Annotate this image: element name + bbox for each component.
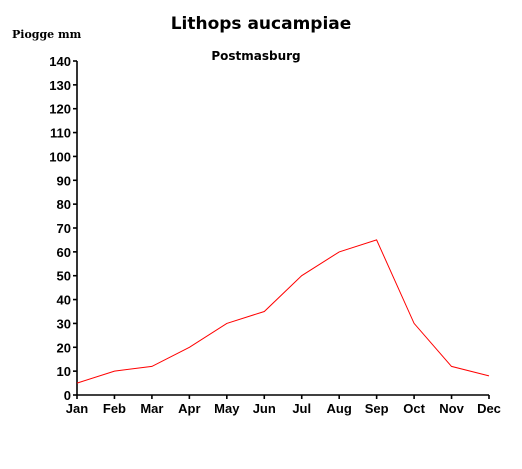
- x-tick-label: Aug: [327, 401, 352, 416]
- x-tick-label: Feb: [103, 401, 126, 416]
- y-axis-ticks: 0 10 20 30 40 50 60 70 80 90 100 110 120 130 140: [49, 54, 77, 403]
- rainfall-series-line: [76, 239, 490, 384]
- y-tick-label: 110: [50, 126, 71, 141]
- y-tick-label: 0: [64, 388, 71, 403]
- y-tick-label: 90: [57, 173, 71, 188]
- x-tick-label: Jan: [66, 401, 88, 416]
- y-tick-label: 70: [57, 221, 71, 236]
- x-tick-label: Jul: [292, 401, 311, 416]
- x-axis-ticks: Jan Feb Mar Apr May Jun Jul Aug Sep Oct Nov Dec: [66, 395, 501, 416]
- x-tick-label: May: [214, 401, 240, 416]
- chart-title: Lithops aucampiae: [171, 14, 352, 34]
- y-tick-label: 10: [57, 364, 71, 379]
- y-tick-label: 60: [57, 245, 71, 260]
- y-tick-label: 50: [57, 269, 71, 284]
- y-tick-label: 140: [49, 54, 71, 69]
- y-tick-label: 130: [49, 78, 71, 93]
- y-axis-label: Piogge mm: [12, 28, 82, 41]
- x-tick-label: Oct: [403, 401, 425, 416]
- x-tick-label: Apr: [178, 401, 200, 416]
- y-tick-label: 80: [57, 197, 71, 212]
- y-tick-label: 30: [57, 316, 71, 331]
- chart-subtitle: Postmasburg: [211, 49, 300, 63]
- y-tick-label: 20: [57, 340, 71, 355]
- y-tick-label: 120: [49, 102, 71, 117]
- y-tick-label: 40: [57, 293, 71, 308]
- y-tick-label: 100: [49, 149, 71, 164]
- x-tick-label: Mar: [140, 401, 163, 416]
- x-tick-label: Sep: [365, 401, 389, 416]
- x-tick-label: Jun: [253, 401, 276, 416]
- x-tick-label: Nov: [439, 401, 464, 416]
- x-tick-label: Dec: [477, 401, 501, 416]
